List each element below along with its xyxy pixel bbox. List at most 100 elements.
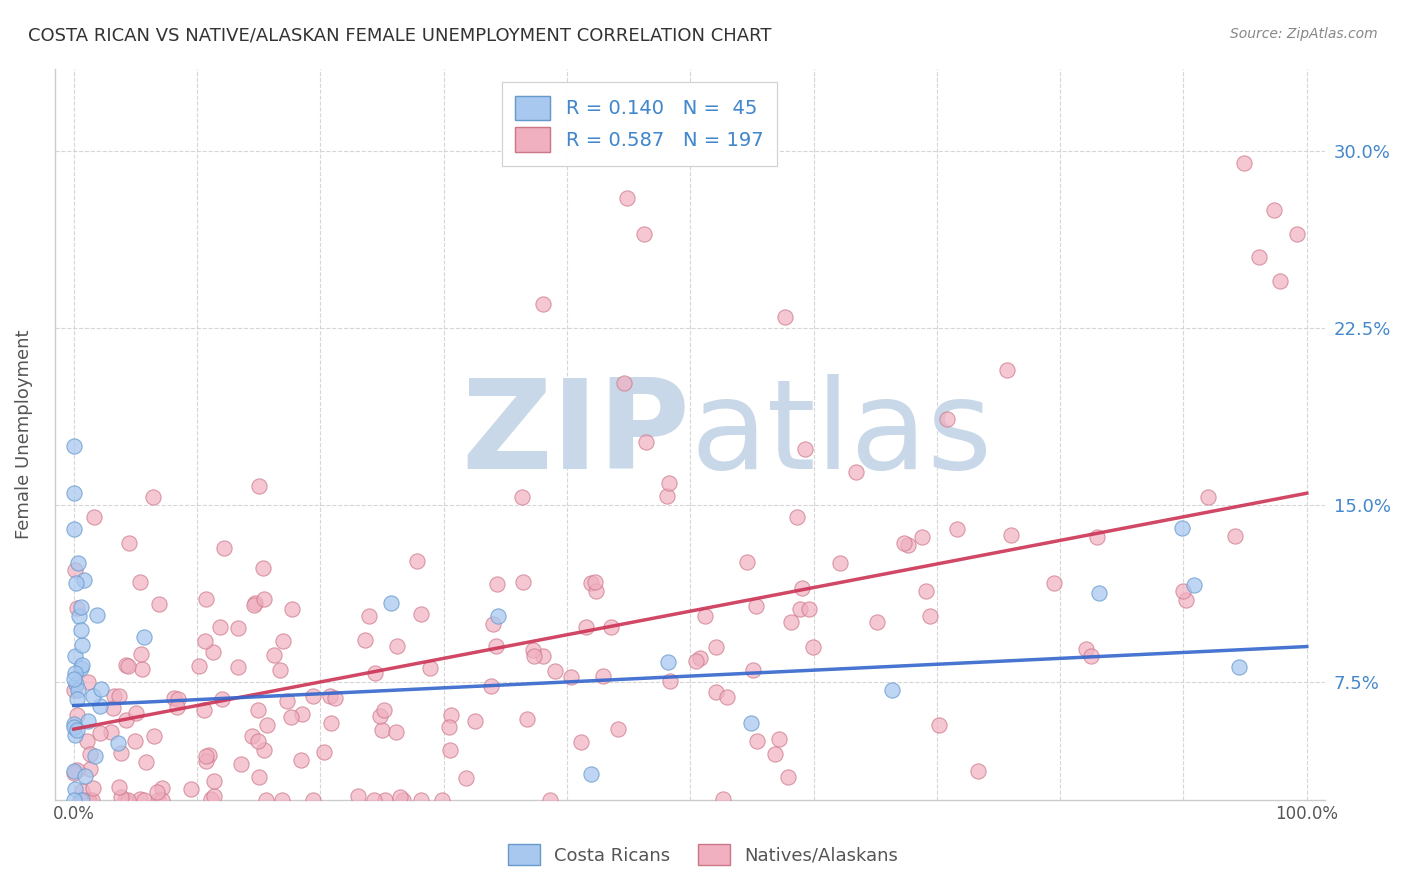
Point bbox=[419, 660, 441, 674]
Point bbox=[776, 770, 799, 784]
Point bbox=[745, 734, 768, 748]
Y-axis label: Female Unemployment: Female Unemployment bbox=[15, 329, 32, 539]
Point bbox=[302, 689, 325, 703]
Point bbox=[658, 475, 681, 490]
Point bbox=[302, 793, 325, 807]
Point bbox=[735, 555, 758, 569]
Point bbox=[194, 748, 217, 763]
Point bbox=[1088, 586, 1111, 600]
Point bbox=[918, 609, 941, 624]
Point bbox=[108, 780, 131, 794]
Point bbox=[928, 718, 950, 732]
Point bbox=[368, 708, 391, 723]
Point bbox=[658, 674, 681, 689]
Point bbox=[70, 600, 93, 615]
Point bbox=[110, 746, 132, 760]
Point bbox=[110, 790, 132, 805]
Point bbox=[231, 757, 253, 772]
Point bbox=[936, 412, 959, 426]
Point bbox=[107, 736, 129, 750]
Point bbox=[522, 642, 544, 657]
Point bbox=[763, 747, 786, 762]
Point bbox=[114, 658, 136, 673]
Point bbox=[86, 607, 108, 622]
Point bbox=[66, 682, 89, 697]
Text: COSTA RICAN VS NATIVE/ALASKAN FEMALE UNEMPLOYMENT CORRELATION CHART: COSTA RICAN VS NATIVE/ALASKAN FEMALE UNE… bbox=[28, 27, 772, 45]
Point bbox=[245, 596, 267, 610]
Point bbox=[208, 620, 231, 634]
Point bbox=[510, 490, 533, 504]
Point bbox=[439, 743, 461, 757]
Point bbox=[388, 790, 411, 805]
Point bbox=[911, 530, 934, 544]
Point bbox=[544, 664, 567, 678]
Legend: R = 0.140   N =  45, R = 0.587   N = 197: R = 0.140 N = 45, R = 0.587 N = 197 bbox=[502, 82, 778, 166]
Point bbox=[780, 615, 803, 629]
Point bbox=[1171, 521, 1194, 535]
Point bbox=[145, 785, 167, 799]
Point bbox=[256, 718, 278, 732]
Point bbox=[70, 638, 93, 652]
Point bbox=[636, 434, 658, 449]
Point bbox=[291, 706, 314, 721]
Point bbox=[63, 562, 86, 576]
Point bbox=[62, 439, 84, 453]
Point bbox=[142, 490, 165, 504]
Point bbox=[252, 591, 274, 606]
Point bbox=[312, 745, 335, 759]
Point bbox=[440, 708, 463, 723]
Text: ZIP: ZIP bbox=[461, 374, 690, 495]
Point bbox=[633, 227, 655, 241]
Point bbox=[1197, 491, 1219, 505]
Point bbox=[79, 747, 101, 761]
Point bbox=[966, 764, 988, 779]
Point bbox=[271, 793, 294, 807]
Point bbox=[163, 691, 186, 706]
Point bbox=[263, 648, 285, 662]
Point bbox=[79, 762, 101, 776]
Point bbox=[613, 376, 636, 390]
Point bbox=[866, 615, 889, 629]
Point bbox=[201, 645, 224, 659]
Point bbox=[65, 677, 87, 691]
Point bbox=[211, 692, 233, 706]
Point bbox=[531, 297, 554, 311]
Point bbox=[131, 662, 153, 676]
Point bbox=[599, 620, 621, 634]
Point bbox=[83, 749, 105, 764]
Point bbox=[142, 730, 165, 744]
Point bbox=[75, 770, 97, 784]
Point bbox=[247, 770, 270, 784]
Point bbox=[773, 310, 796, 325]
Point bbox=[63, 673, 86, 687]
Point bbox=[63, 720, 86, 734]
Point bbox=[66, 723, 89, 737]
Point bbox=[479, 679, 502, 693]
Point bbox=[150, 780, 173, 795]
Point bbox=[89, 725, 111, 739]
Point bbox=[202, 789, 225, 803]
Point bbox=[62, 486, 84, 500]
Point bbox=[63, 666, 86, 681]
Point bbox=[793, 442, 815, 456]
Point bbox=[995, 363, 1018, 377]
Point bbox=[945, 522, 967, 536]
Point bbox=[1174, 592, 1197, 607]
Point bbox=[90, 681, 112, 696]
Point bbox=[253, 743, 276, 757]
Point bbox=[792, 582, 814, 596]
Point bbox=[82, 689, 104, 703]
Point bbox=[464, 714, 486, 728]
Point bbox=[132, 630, 155, 644]
Point bbox=[516, 712, 538, 726]
Point bbox=[1000, 528, 1022, 542]
Point bbox=[830, 556, 852, 570]
Point bbox=[62, 683, 84, 698]
Point bbox=[117, 535, 139, 549]
Point bbox=[323, 691, 346, 706]
Point bbox=[391, 793, 413, 807]
Point bbox=[657, 655, 679, 669]
Point bbox=[62, 522, 84, 536]
Point bbox=[242, 598, 264, 612]
Point bbox=[704, 640, 727, 654]
